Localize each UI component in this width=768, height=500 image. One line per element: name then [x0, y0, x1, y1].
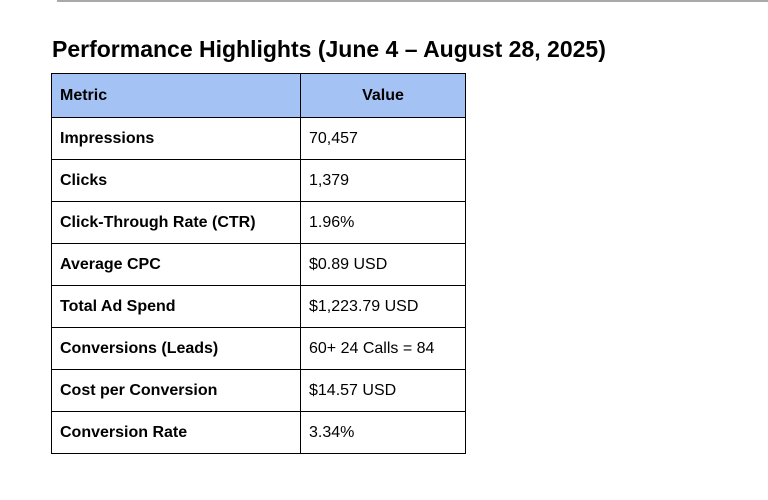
value-cell: $14.57 USD [300, 369, 466, 412]
metric-cell: Clicks [51, 159, 301, 202]
value-cell: $0.89 USD [300, 243, 466, 286]
metric-cell: Conversion Rate [51, 411, 301, 454]
metric-cell: Cost per Conversion [51, 369, 301, 412]
performance-table: Metric Value Impressions 70,457 Clicks 1… [51, 73, 466, 454]
column-header-value: Value [300, 73, 466, 118]
page-title: Performance Highlights (June 4 – August … [52, 36, 606, 62]
table-row: Average CPC $0.89 USD [51, 243, 466, 286]
table-header-row: Metric Value [51, 73, 466, 118]
metric-cell: Impressions [51, 117, 301, 160]
table-row: Clicks 1,379 [51, 159, 466, 202]
table-row: Conversions (Leads) 60+ 24 Calls = 84 [51, 327, 466, 370]
metric-cell: Average CPC [51, 243, 301, 286]
table-row: Cost per Conversion $14.57 USD [51, 369, 466, 412]
value-cell: 1.96% [300, 201, 466, 244]
value-cell: 1,379 [300, 159, 466, 202]
value-cell: 70,457 [300, 117, 466, 160]
metric-cell: Click-Through Rate (CTR) [51, 201, 301, 244]
value-cell: 60+ 24 Calls = 84 [300, 327, 466, 370]
top-divider [57, 0, 768, 2]
column-header-metric: Metric [51, 73, 301, 118]
table-row: Impressions 70,457 [51, 117, 466, 160]
value-cell: 3.34% [300, 411, 466, 454]
value-cell: $1,223.79 USD [300, 285, 466, 328]
table-row: Conversion Rate 3.34% [51, 411, 466, 454]
metric-cell: Conversions (Leads) [51, 327, 301, 370]
table-row: Click-Through Rate (CTR) 1.96% [51, 201, 466, 244]
metric-cell: Total Ad Spend [51, 285, 301, 328]
table-row: Total Ad Spend $1,223.79 USD [51, 285, 466, 328]
